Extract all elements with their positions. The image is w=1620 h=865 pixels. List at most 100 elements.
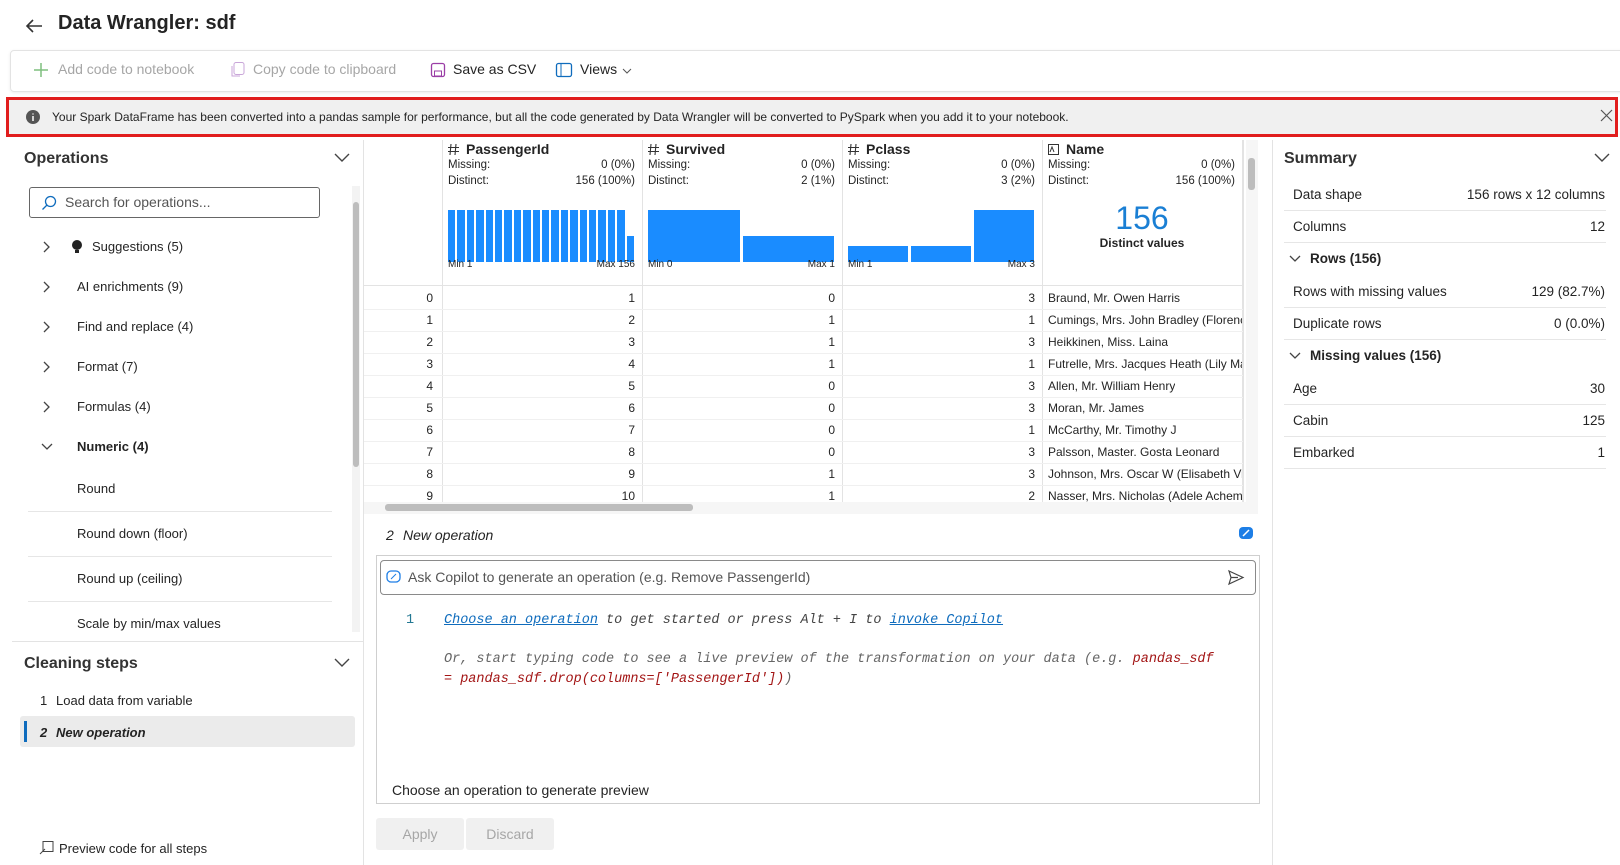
copilot-icon[interactable] bbox=[1238, 525, 1254, 541]
stat-value: 0 (0%) bbox=[601, 159, 635, 171]
separator bbox=[1284, 468, 1606, 469]
toolbar-button[interactable]: Add code to notebook bbox=[58, 61, 195, 77]
copilot-placeholder[interactable]: Ask Copilot to generate an operation (e.… bbox=[408, 569, 811, 585]
code-link[interactable]: Choose an operation bbox=[444, 613, 598, 628]
operation-item[interactable]: Round down (floor) bbox=[77, 526, 188, 541]
collapse-steps[interactable] bbox=[334, 658, 350, 667]
histogram-bar bbox=[542, 210, 550, 262]
histogram-bar bbox=[532, 210, 540, 262]
selected-step-bar bbox=[24, 721, 27, 742]
button[interactable]: Apply bbox=[376, 818, 464, 850]
column-name[interactable]: PassengerId bbox=[466, 141, 550, 157]
cell: 0 bbox=[828, 401, 835, 415]
summary-border bbox=[1272, 140, 1273, 865]
separator bbox=[1284, 436, 1606, 437]
left-panel bbox=[12, 140, 364, 865]
histogram-min: Min 1 bbox=[448, 259, 473, 270]
stat-label: Distinct: bbox=[648, 175, 689, 187]
histogram-bar bbox=[617, 210, 625, 262]
column-name[interactable]: Pclass bbox=[866, 141, 911, 157]
back-icon[interactable] bbox=[24, 18, 44, 34]
histogram-bar bbox=[448, 210, 456, 262]
summary-value: 12 bbox=[1589, 219, 1605, 234]
histogram-bar bbox=[504, 210, 512, 262]
code-line: Or, start typing code to see a live prev… bbox=[444, 650, 1224, 690]
column-border bbox=[1042, 140, 1043, 502]
cell: 1 bbox=[1028, 423, 1035, 437]
summary-label: Duplicate rows bbox=[1293, 316, 1382, 331]
cell: 3 bbox=[1028, 401, 1035, 415]
cell: 1 bbox=[1028, 313, 1035, 327]
operation-group[interactable]: Suggestions (5) bbox=[92, 239, 184, 254]
histogram-max: Max 3 bbox=[1007, 259, 1035, 270]
histogram-bar bbox=[589, 210, 597, 262]
collapse-ops[interactable] bbox=[334, 153, 350, 162]
summary-label: Rows with missing values bbox=[1293, 284, 1447, 299]
step-label[interactable]: New operation bbox=[56, 725, 146, 740]
code-text: pandas_sdf = pandas_sdf.drop(columns=['P… bbox=[444, 652, 1214, 687]
step-number: 2 bbox=[386, 527, 394, 543]
operation-item[interactable]: Round up (ceiling) bbox=[77, 571, 183, 586]
cell: 2 bbox=[1028, 489, 1035, 502]
operation-group[interactable]: Formulas (4) bbox=[77, 399, 151, 414]
cell: Heikkinen, Miss. Laina bbox=[1048, 335, 1169, 349]
code-text: to get started or press Alt + I to bbox=[597, 613, 890, 628]
histogram-max: Max 156 bbox=[596, 259, 635, 270]
column-type-icon bbox=[1048, 144, 1059, 155]
search-box[interactable] bbox=[29, 187, 320, 218]
send-icon[interactable] bbox=[1228, 569, 1245, 586]
histogram-bar bbox=[457, 210, 465, 262]
chevron[interactable] bbox=[42, 281, 52, 293]
stat-label: Distinct: bbox=[448, 175, 489, 187]
chevron[interactable] bbox=[41, 442, 53, 452]
histogram-bar bbox=[742, 236, 834, 262]
toolbar-button[interactable]: Save as CSV bbox=[453, 61, 537, 77]
operation-group[interactable]: AI enrichments (9) bbox=[77, 279, 184, 294]
cell: Allen, Mr. William Henry bbox=[1048, 379, 1176, 393]
cell: 1 bbox=[828, 335, 835, 349]
histogram-bar bbox=[495, 210, 503, 262]
code-link[interactable]: invoke Copilot bbox=[889, 613, 1004, 628]
status-text: Choose an operation to generate preview bbox=[392, 782, 649, 798]
grid-hscroll-thumb[interactable] bbox=[385, 504, 693, 511]
views-chevron bbox=[622, 68, 632, 74]
close-banner[interactable] bbox=[1600, 109, 1613, 122]
row-index: 8 bbox=[426, 467, 433, 481]
chevron[interactable] bbox=[1289, 254, 1301, 264]
cell: 2 bbox=[628, 313, 635, 327]
operation-group[interactable]: Format (7) bbox=[77, 359, 138, 374]
add-icon bbox=[34, 63, 48, 77]
separator bbox=[28, 511, 332, 512]
preview-link[interactable]: Preview code for all steps bbox=[59, 841, 208, 856]
operation-item[interactable]: Scale by min/max values bbox=[77, 616, 221, 631]
section-title[interactable]: Rows (156) bbox=[1310, 251, 1382, 266]
operation-group[interactable]: Find and replace (4) bbox=[77, 319, 194, 334]
column-name[interactable]: Survived bbox=[666, 141, 726, 157]
row-border bbox=[364, 331, 1243, 332]
separator bbox=[1284, 210, 1606, 211]
column-type-icon bbox=[848, 143, 859, 156]
row-index: 1 bbox=[426, 313, 433, 327]
operation-group[interactable]: Numeric (4) bbox=[77, 439, 149, 454]
chevron[interactable] bbox=[42, 241, 52, 253]
separator bbox=[1284, 242, 1606, 243]
toolbar-button[interactable]: Views bbox=[580, 61, 618, 77]
toolbar-button[interactable]: Copy code to clipboard bbox=[253, 61, 397, 77]
cell: Cumings, Mrs. John Bradley (Florenc bbox=[1048, 313, 1242, 327]
chevron[interactable] bbox=[1289, 351, 1301, 361]
histogram-bar bbox=[911, 245, 971, 262]
chevron[interactable] bbox=[42, 321, 52, 333]
step-label[interactable]: Load data from variable bbox=[56, 693, 193, 708]
copilot-input[interactable] bbox=[380, 560, 1256, 595]
button[interactable]: Discard bbox=[466, 818, 554, 850]
grid-vscroll-thumb[interactable] bbox=[1248, 158, 1255, 190]
chevron[interactable] bbox=[42, 401, 52, 413]
chevron[interactable] bbox=[42, 361, 52, 373]
section-title[interactable]: Missing values (156) bbox=[1310, 348, 1442, 363]
operation-item[interactable]: Round bbox=[77, 481, 116, 496]
distinct-count: 156 bbox=[1115, 200, 1169, 236]
column-name[interactable]: Name bbox=[1066, 141, 1105, 157]
ops-scroll-thumb[interactable] bbox=[353, 202, 359, 467]
separator bbox=[1284, 339, 1606, 340]
collapse-summary[interactable] bbox=[1594, 153, 1610, 162]
